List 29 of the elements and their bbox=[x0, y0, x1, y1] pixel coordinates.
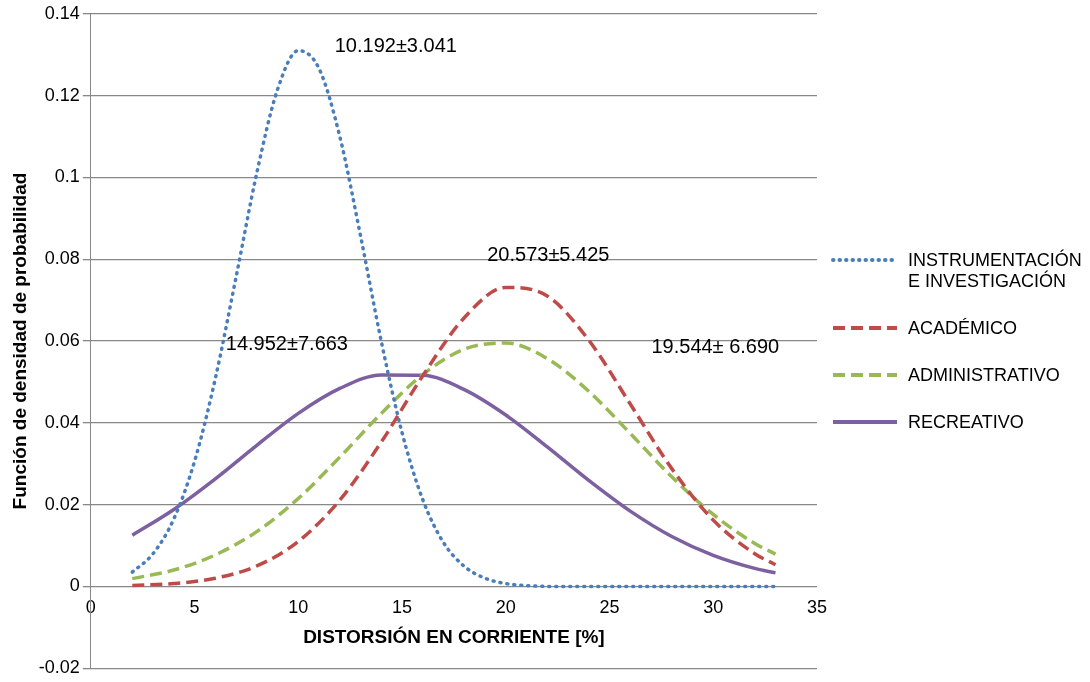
y-tick-label: 0.08 bbox=[44, 248, 80, 269]
x-tick-label: 10 bbox=[288, 597, 309, 618]
line-series bbox=[130, 373, 778, 575]
y-tick-label: 0.04 bbox=[44, 411, 80, 432]
x-tick-label: 20 bbox=[495, 597, 516, 618]
legend-label: RECREATIVO bbox=[908, 411, 1024, 433]
x-tick-label: 0 bbox=[85, 597, 96, 618]
y-tick-label: 0.14 bbox=[44, 2, 80, 23]
x-axis-title: DISTORSIÓN EN CORRIENTE [%] bbox=[303, 625, 605, 647]
y-tick-label: 0.12 bbox=[44, 84, 80, 105]
x-tick-label: 35 bbox=[806, 597, 827, 618]
y-tick-label: -0.02 bbox=[38, 657, 80, 678]
legend-label: ADMINISTRATIVO bbox=[908, 364, 1060, 386]
annotation: 14.952±7.663 bbox=[225, 331, 348, 354]
x-tick-label: 15 bbox=[392, 597, 413, 618]
legend-label: INSTRUMENTACIÓN E INVESTIGACIÓN bbox=[908, 249, 1082, 292]
x-tick-label: 5 bbox=[189, 597, 200, 618]
annotation: 20.573±5.425 bbox=[487, 243, 610, 266]
y-tick-label: 0.02 bbox=[44, 493, 80, 514]
y-tick-label: 0.1 bbox=[54, 166, 80, 187]
legend-label: ACADÉMICO bbox=[908, 317, 1018, 339]
annotation: 19.544± 6.690 bbox=[651, 335, 780, 358]
y-tick-label: 0.06 bbox=[44, 329, 80, 350]
x-tick-label: 25 bbox=[599, 597, 620, 618]
x-tick-label: 30 bbox=[703, 597, 724, 618]
y-axis-title: Función de densidad de probabilidad bbox=[8, 172, 30, 510]
annotation: 10.192±3.041 bbox=[334, 34, 457, 57]
y-tick-label: 0 bbox=[69, 575, 80, 596]
line-series bbox=[130, 285, 778, 588]
